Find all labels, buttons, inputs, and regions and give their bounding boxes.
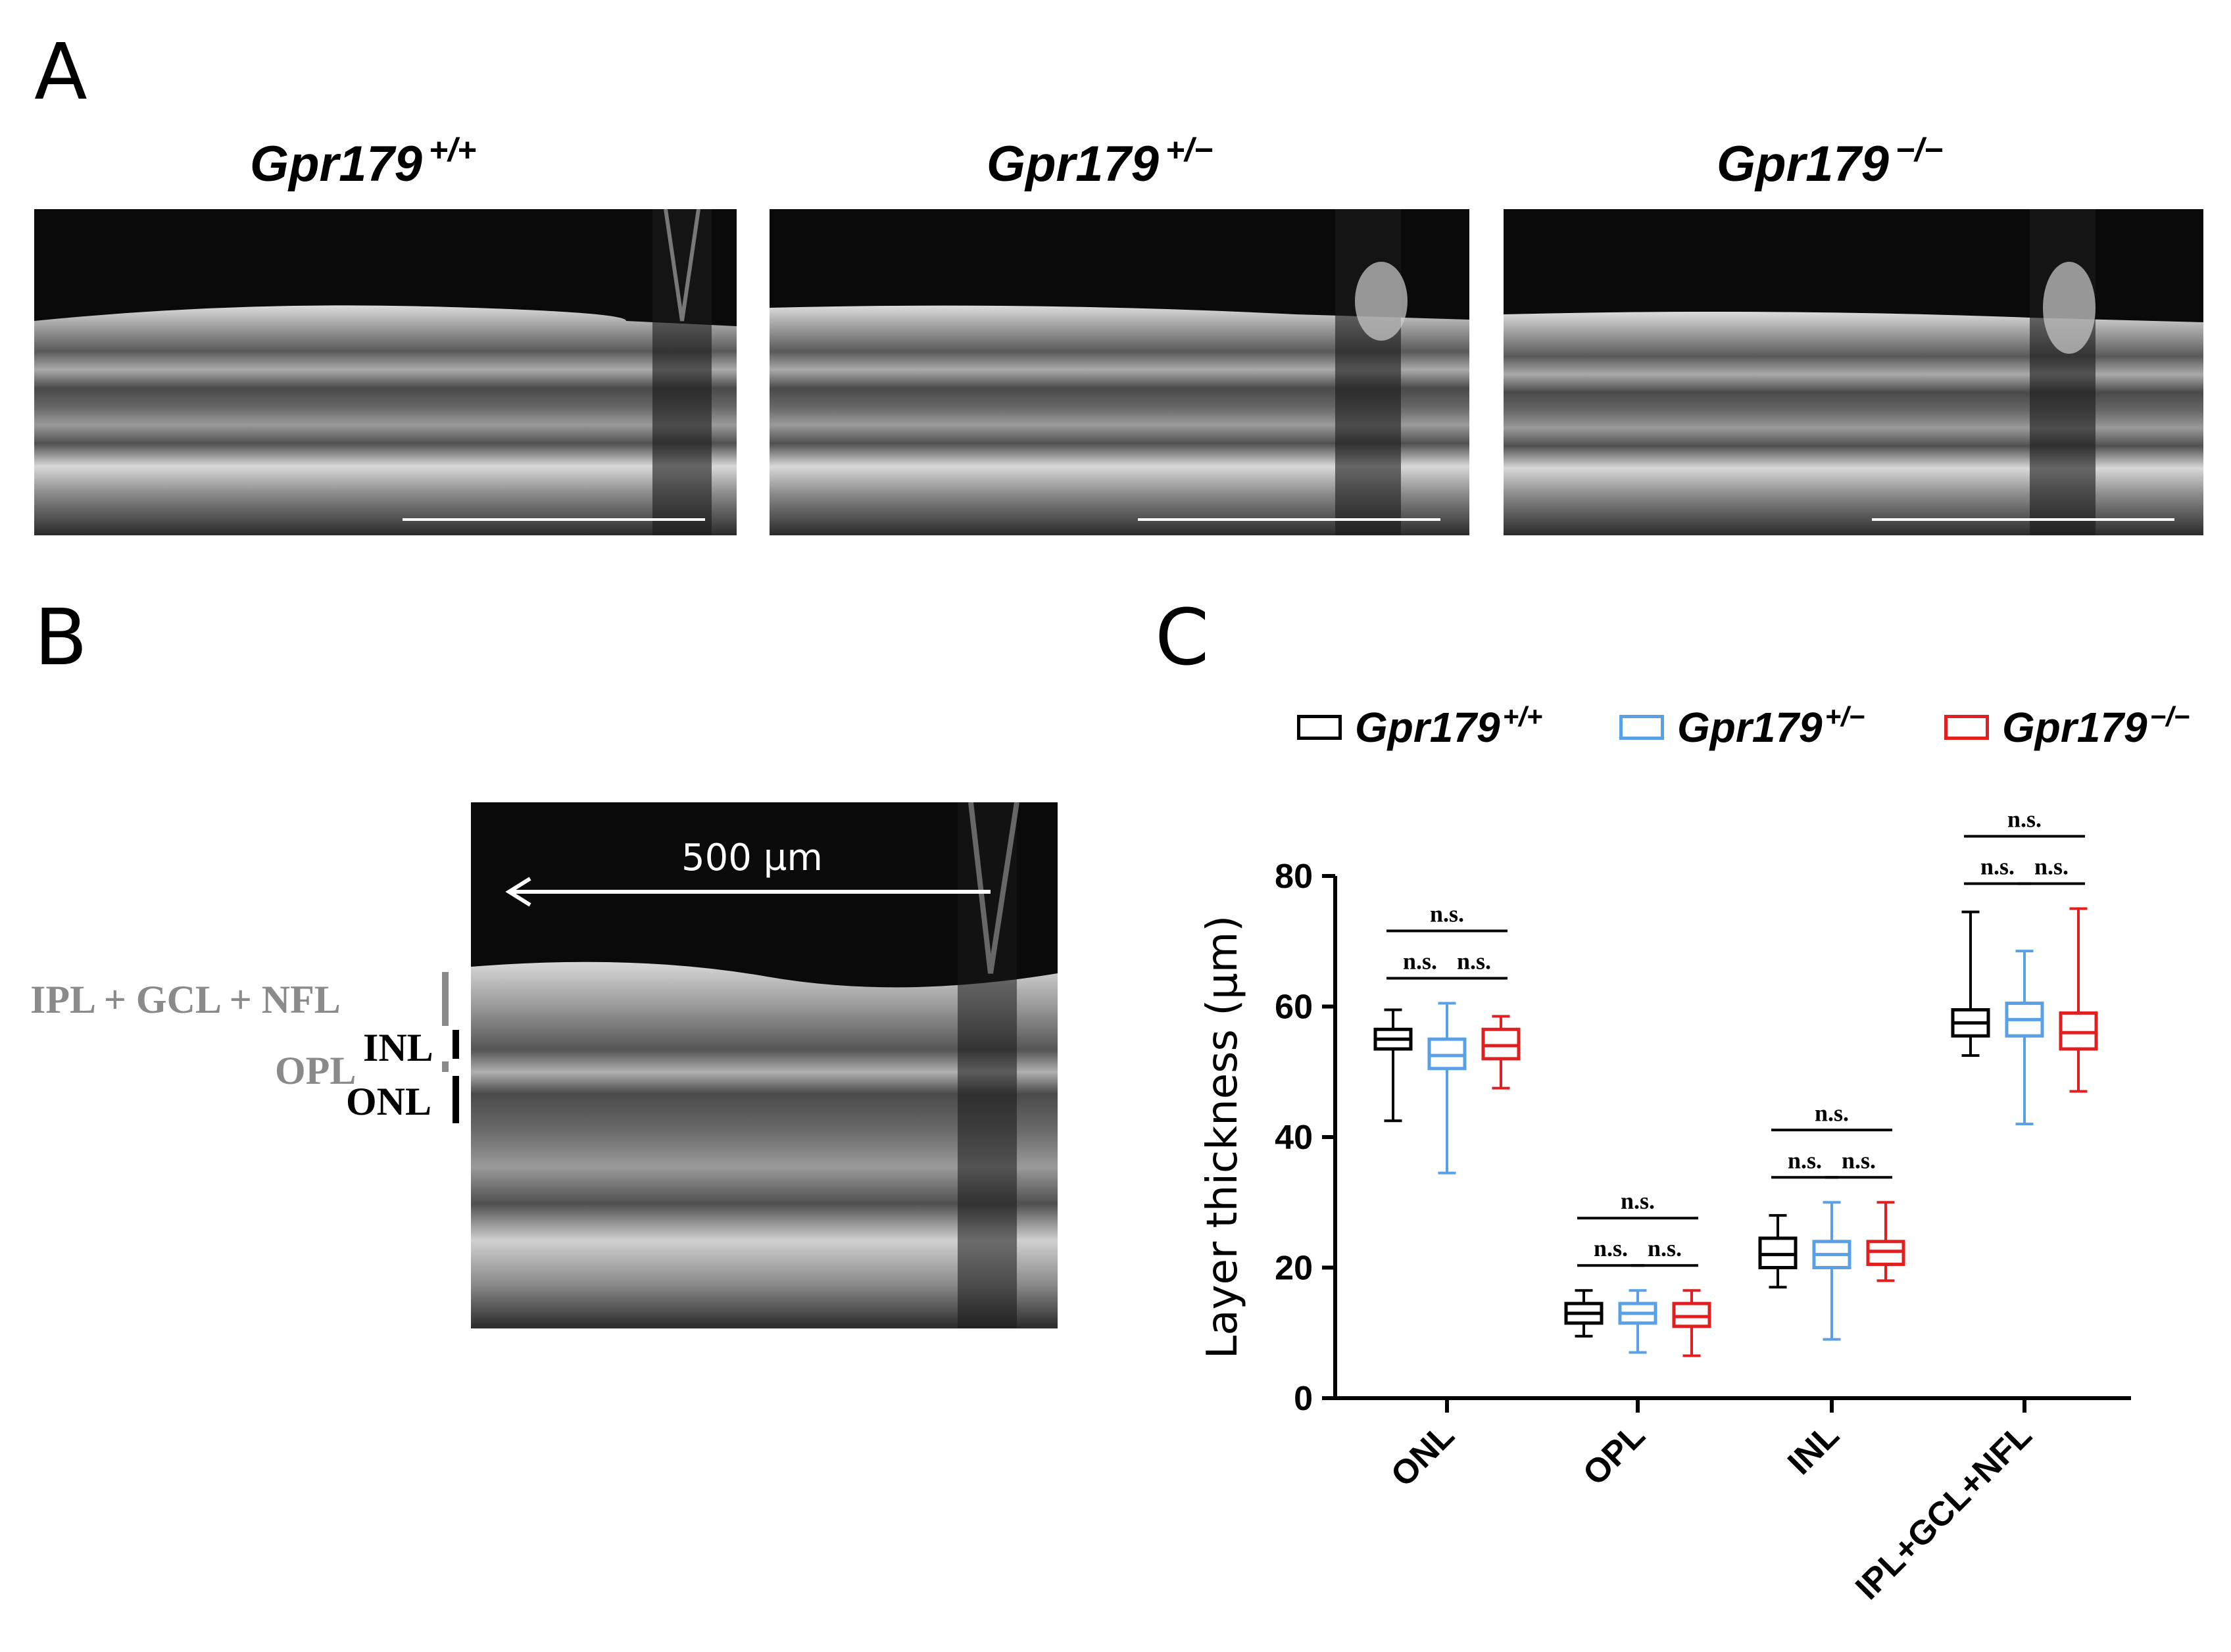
oct-image-detail: 500 µm: [471, 802, 1058, 1328]
legend-label-wt-genotype: +/+: [1502, 701, 1543, 732]
sig-label-1: n.s.: [1457, 948, 1491, 975]
legend-label-wt-gene: Gpr179: [1355, 704, 1500, 751]
layer-label-inl: INL: [363, 1026, 433, 1069]
legend-item-het: Gpr179+/−: [1619, 703, 1865, 751]
sig-label-0: n.s.: [1403, 948, 1437, 975]
sig-label-4: n.s.: [1648, 1235, 1682, 1261]
panel-a-letter: A: [34, 26, 87, 117]
sig-label-5: n.s.: [1621, 1188, 1655, 1214]
panel-a-title-het-gene: Gpr179: [987, 136, 1159, 192]
layer-label-ipl-gcl-nfl: IPL + GCL + NFL: [30, 978, 341, 1021]
scale-bar-label: 500 µm: [681, 837, 823, 879]
panel-a-title-het-genotype: +/−: [1165, 132, 1214, 168]
sig-label-7: n.s.: [1842, 1147, 1876, 1173]
legend-label-wt: Gpr179+/+: [1355, 703, 1542, 751]
legend-label-ko-genotype: −/−: [2149, 701, 2190, 732]
y-tick-label-20: 20: [1275, 1250, 1313, 1288]
panel-a-title-ko-gene: Gpr179: [1717, 136, 1889, 192]
sig-label-10: n.s.: [2034, 854, 2069, 880]
panel-a-title-wt-genotype: +/+: [428, 132, 477, 168]
x-tick-label-1: OPL: [1576, 1416, 1653, 1493]
layer-bar-inl: [453, 1030, 459, 1059]
y-axis-label: Layer thickness (µm): [1198, 915, 1247, 1359]
x-tick-label-0: ONL: [1384, 1416, 1462, 1494]
panel-a-title-ko: Gpr179 −/−: [1717, 134, 1943, 192]
oct-image-ko: [1504, 209, 2203, 535]
legend-item-ko: Gpr179−/−: [1944, 703, 2190, 751]
layer-bar-ipl-gcl-nfl: [442, 972, 449, 1026]
layer-bar-opl: [442, 1061, 449, 1072]
sig-label-11: n.s.: [2007, 806, 2042, 833]
panel-a-title-het: Gpr179 +/−: [987, 134, 1213, 192]
box-plot: 0 20 40 60 80 Layer thickness (µm) ONL n.s. n.s.…: [1198, 806, 2131, 1607]
y-tick-label-60: 60: [1275, 988, 1313, 1027]
sig-label-9: n.s.: [1980, 854, 2015, 880]
legend-swatch-ko: [1944, 715, 1989, 740]
legend-label-het: Gpr179+/−: [1677, 703, 1865, 751]
legend-label-ko-gene: Gpr179: [2002, 704, 2147, 751]
x-tick-label-2: INL: [1780, 1416, 1846, 1482]
panel-c-letter: C: [1155, 592, 1210, 683]
x-tick-label-3: IPL+GCL+NFL: [1848, 1416, 2039, 1607]
legend-label-het-gene: Gpr179: [1677, 704, 1823, 751]
legend-label-ko: Gpr179−/−: [2002, 703, 2190, 751]
legend-item-wt: Gpr179+/+: [1297, 703, 1542, 751]
sig-label-6: n.s.: [1788, 1147, 1822, 1173]
y-tick-label-40: 40: [1275, 1119, 1313, 1157]
sig-label-2: n.s.: [1430, 901, 1464, 927]
panel-a-title-wt-gene: Gpr179: [250, 136, 422, 192]
panel-a-title-ko-genotype: −/−: [1895, 132, 1944, 168]
layer-label-opl: OPL: [275, 1049, 356, 1092]
sig-label-8: n.s.: [1815, 1100, 1849, 1126]
legend-label-het-genotype: +/−: [1825, 701, 1865, 732]
oct-image-wt: [34, 209, 737, 535]
legend-swatch-wt: [1297, 715, 1342, 740]
layer-bar-onl: [453, 1076, 459, 1123]
oct-image-het: [770, 209, 1469, 535]
y-tick-label-80: 80: [1275, 858, 1313, 896]
panel-b-letter: B: [34, 592, 87, 683]
layer-label-onl: ONL: [346, 1080, 432, 1123]
panel-a-title-wt: Gpr179 +/+: [250, 134, 476, 192]
sig-label-3: n.s.: [1594, 1235, 1628, 1261]
y-tick-label-0: 0: [1294, 1380, 1313, 1418]
legend-swatch-het: [1619, 715, 1664, 740]
